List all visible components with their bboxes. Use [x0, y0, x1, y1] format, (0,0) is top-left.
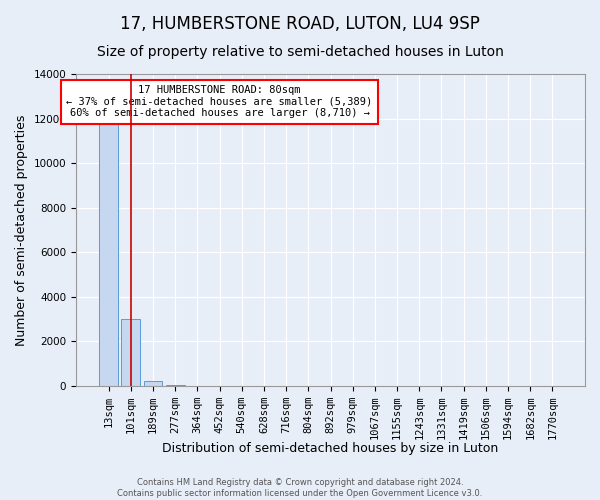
Text: 17 HUMBERSTONE ROAD: 80sqm
← 37% of semi-detached houses are smaller (5,389)
60%: 17 HUMBERSTONE ROAD: 80sqm ← 37% of semi… [67, 85, 373, 118]
Text: Size of property relative to semi-detached houses in Luton: Size of property relative to semi-detach… [97, 45, 503, 59]
Y-axis label: Number of semi-detached properties: Number of semi-detached properties [15, 114, 28, 346]
Text: 17, HUMBERSTONE ROAD, LUTON, LU4 9SP: 17, HUMBERSTONE ROAD, LUTON, LU4 9SP [120, 15, 480, 33]
Bar [121, 319, 140, 386]
Bar [143, 382, 163, 386]
Bar [99, 96, 118, 386]
X-axis label: Distribution of semi-detached houses by size in Luton: Distribution of semi-detached houses by … [163, 442, 499, 455]
Text: Contains HM Land Registry data © Crown copyright and database right 2024.
Contai: Contains HM Land Registry data © Crown c… [118, 478, 482, 498]
Bar [166, 385, 185, 386]
